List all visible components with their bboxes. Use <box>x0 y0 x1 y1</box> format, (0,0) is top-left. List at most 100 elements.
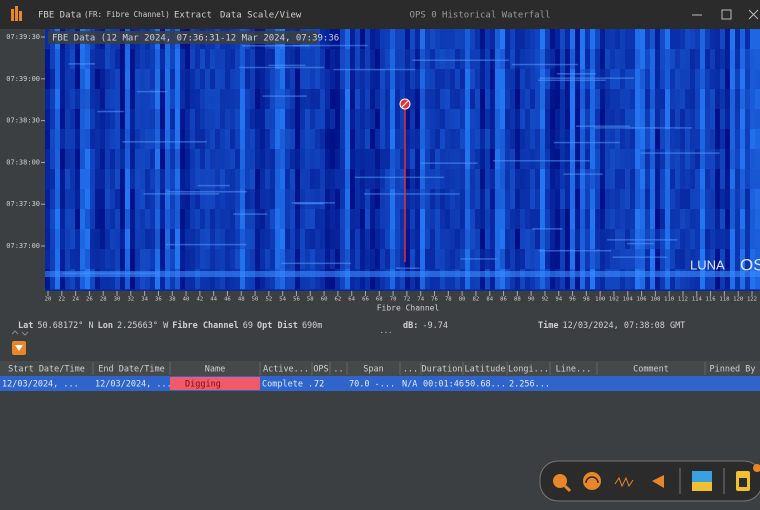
x-tick-label: 104 <box>623 297 634 303</box>
waterfall-cell <box>325 169 330 189</box>
status-value: 69 <box>243 321 253 331</box>
waterfall-cell <box>70 109 75 129</box>
waterfall-cell <box>340 209 345 229</box>
waterfall-cell <box>385 129 390 149</box>
logo: LUNA <box>690 257 725 272</box>
page: FBE Data (FR: Fibre Channel) Extract Dat… <box>0 0 760 510</box>
waterfall-cell <box>635 149 640 169</box>
waterfall-cell <box>650 249 655 269</box>
waterfall-streak <box>540 77 634 79</box>
x-tick-label: 98 <box>583 297 590 303</box>
waterfall-cell <box>420 149 425 169</box>
waterfall-cell <box>375 229 380 249</box>
waterfall-cell <box>395 69 400 89</box>
menu-item[interactable]: (FR: Fibre Channel) <box>84 10 170 19</box>
waterfall-cell <box>645 129 650 149</box>
waterfall-cell <box>250 69 255 89</box>
waterfall-cell <box>430 109 435 129</box>
waterfall-cell <box>340 149 345 169</box>
waterfall-streak <box>532 228 562 230</box>
waterfall-cell <box>395 49 400 69</box>
waterfall-cell <box>70 89 75 109</box>
splitter[interactable]: ··· <box>380 329 393 337</box>
waterfall-cell <box>385 109 390 129</box>
menu-item[interactable]: FBE Data <box>38 11 81 21</box>
waterfall-cell <box>405 129 410 149</box>
waterfall-cell <box>80 89 85 109</box>
waterfall-cell <box>665 69 670 89</box>
waterfall-cell <box>440 169 445 189</box>
waterfall-cell <box>630 29 635 49</box>
waterfall-cell <box>310 49 315 69</box>
waterfall-cell <box>685 89 690 109</box>
waterfall-cell <box>205 49 210 69</box>
waterfall-cell <box>590 189 595 209</box>
waterfall-cell <box>735 209 740 229</box>
waterfall-cell <box>400 49 405 69</box>
waterfall-cell <box>155 149 160 169</box>
waterfall-cell <box>660 249 665 269</box>
waterfall-cell <box>425 129 430 149</box>
waterfall-cell <box>430 249 435 269</box>
waterfall-cell <box>635 209 640 229</box>
waterfall-cell <box>235 109 240 129</box>
waterfall-cell <box>560 29 565 49</box>
waterfall-cell <box>435 109 440 129</box>
waterfall-cell <box>105 149 110 169</box>
waterfall-cell <box>435 69 440 89</box>
waterfall-cell <box>580 169 585 189</box>
waterfall-cell <box>315 129 320 149</box>
waterfall-cell <box>305 149 310 169</box>
waterfall-cell <box>85 149 90 169</box>
waterfall-cell <box>375 189 380 209</box>
waterfall-cell <box>520 49 525 69</box>
waterfall-cell <box>95 89 100 109</box>
waterfall-cell <box>185 69 190 89</box>
waterfall-cell <box>685 69 690 89</box>
waterfall-cell <box>55 249 60 269</box>
menu-item[interactable]: Data Scale/View <box>220 11 302 21</box>
waterfall-cell <box>70 229 75 249</box>
waterfall-cell <box>395 149 400 169</box>
waterfall-cell <box>220 69 225 89</box>
waterfall-cell <box>735 229 740 249</box>
waterfall-cell <box>145 109 150 129</box>
waterfall-cell <box>180 69 185 89</box>
waterfall-cell <box>690 69 695 89</box>
waterfall-cell <box>160 169 165 189</box>
waterfall-cell <box>165 109 170 129</box>
waterfall-image[interactable] <box>45 29 760 291</box>
waterfall-cell <box>410 189 415 209</box>
waterfall-cell <box>510 209 515 229</box>
collapse-toggle[interactable] <box>12 331 28 335</box>
menu-item[interactable]: Extract <box>174 11 212 21</box>
x-tick-label: 76 <box>431 297 438 303</box>
x-tick-label: 56 <box>293 297 300 303</box>
waterfall-cell <box>645 169 650 189</box>
waterfall-cell <box>95 249 100 269</box>
waterfall-cell <box>675 189 680 209</box>
waterfall-cell <box>475 69 480 89</box>
waterfall-cell <box>120 89 125 109</box>
waterfall-cell <box>220 89 225 109</box>
waterfall-cell <box>630 189 635 209</box>
status-item: Lon2.25663° W <box>98 321 169 331</box>
waterfall-cell <box>170 69 175 89</box>
waterfall-cell <box>50 149 55 169</box>
status-value: 12/03/2024, 07:38:08 GMT <box>562 321 685 331</box>
waterfall-cell <box>270 249 275 269</box>
waterfall-cell <box>160 109 165 129</box>
waterfall-cell <box>120 209 125 229</box>
search-button[interactable] <box>553 474 567 488</box>
waterfall-cell <box>325 89 330 109</box>
waterfall-cell <box>160 229 165 249</box>
waterfall-cell <box>590 149 595 169</box>
waterfall-cell <box>370 149 375 169</box>
waterfall-cell <box>565 109 570 129</box>
waterfall-cell <box>70 249 75 269</box>
waterfall-cell <box>385 29 390 49</box>
waterfall-cell <box>485 69 490 89</box>
waterfall-cell <box>240 249 245 269</box>
waterfall-cell <box>410 229 415 249</box>
waterfall-cell <box>585 129 590 149</box>
